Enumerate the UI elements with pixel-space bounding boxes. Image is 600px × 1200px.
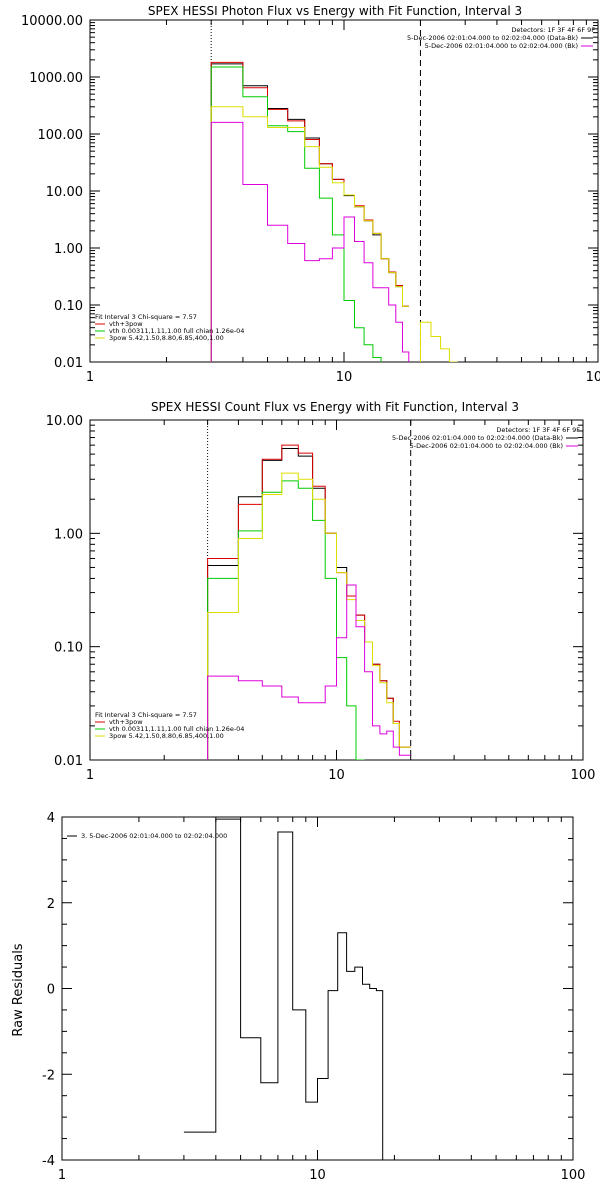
photon-y-tick-label: 10.00 <box>46 185 83 200</box>
count-legend-left-entry: Fit Interval 3 Chi-square = 7.57 <box>95 711 197 719</box>
photon-series-3 <box>210 106 458 362</box>
photon-y-tick-label: 10000.00 <box>21 14 83 29</box>
residual-y-tick-label: 2 <box>47 897 55 912</box>
photon-series-1 <box>210 61 409 362</box>
photon-legend-left-entry: vth 0.00311,1.11,1.00 full chian 1.26e-0… <box>109 327 244 335</box>
count-flux-title: SPEX HESSI Count Flux vs Energy with Fit… <box>151 400 519 414</box>
count-legend-right-entry: 5-Dec-2006 02:01:04.000 to 02:02:04.000 … <box>410 442 563 450</box>
photon-series-2 <box>210 66 382 362</box>
count-series-3 <box>207 472 411 760</box>
photon-legend-left-entry: vth+3pow <box>109 320 143 328</box>
count-legend-left-entry: vth+3pow <box>109 718 143 726</box>
photon-y-tick-label: 100.00 <box>38 128 84 143</box>
photon-legend-left-entry: 3pow 5.42,1.50,8.80,6.85,400,1.00 <box>109 334 224 342</box>
residual-plot-frame <box>61 816 574 1161</box>
count-legend-left-entry: 3pow 5.42,1.50,8.80,6.85,400,1.00 <box>109 732 224 740</box>
residuals-panel: Raw Residuals 1 10 100 4 2 0 -2 -4 3. 5-Dec-2006… <box>11 811 585 1183</box>
photon-x-tick-label: 100 <box>586 370 600 385</box>
count-flux-panel: SPEX HESSI Count Flux vs Energy with Fit… <box>46 400 596 783</box>
residual-x-tick-label: 1 <box>58 1168 66 1183</box>
count-legend-left-entry: vth 0.00311,1.11,1.00 full chian 1.26e-0… <box>109 725 244 733</box>
photon-y-tick-label: 0.10 <box>54 299 83 314</box>
count-x-tick-label: 10 <box>328 768 345 783</box>
photon-legend-right-entry: Detectors: 1F 3F 4F 6F 9F <box>511 26 595 34</box>
count-y-tick-label: 0.01 <box>54 754 83 769</box>
residual-legend-left-entry: 3. 5-Dec-2006 02:01:04.000 to 02:02:04.0… <box>81 832 227 840</box>
residual-series-0 <box>183 818 384 1160</box>
photon-series-0 <box>210 63 409 362</box>
residual-x-tick-label: 10 <box>309 1168 326 1183</box>
photon-x-tick-label: 1 <box>86 370 94 385</box>
photon-legend-right-entry: 5-Dec-2006 02:01:04.000 to 02:02:04.000 … <box>407 34 578 42</box>
count-y-tick-label: 1.00 <box>54 527 83 542</box>
residual-x-tick-label: 100 <box>561 1168 586 1183</box>
photon-legend-left-entry: Fit Interval 3 Chi-square = 7.57 <box>95 313 197 321</box>
count-y-tick-label: 0.10 <box>54 641 83 656</box>
photon-y-tick-label: 0.01 <box>54 356 83 371</box>
photon-flux-panel: SPEX HESSI Photon Flux vs Energy with Fi… <box>21 4 600 385</box>
count-legend-right-entry: 5-Dec-2006 02:01:04.000 to 02:02:04.000 … <box>392 434 563 442</box>
count-x-tick-label: 1 <box>86 768 94 783</box>
photon-series-4 <box>210 121 410 362</box>
count-y-tick-label: 10.00 <box>46 414 83 429</box>
residual-y-tick-label: -4 <box>42 1154 55 1169</box>
count-series-4 <box>207 584 411 760</box>
photon-flux-title: SPEX HESSI Photon Flux vs Energy with Fi… <box>148 4 522 18</box>
count-legend-right-entry: Detectors: 1F 3F 4F 6F 9F <box>496 426 580 434</box>
count-x-tick-label: 100 <box>571 768 596 783</box>
residual-y-tick-label: 4 <box>47 811 55 826</box>
photon-legend-right-entry: 5-Dec-2006 02:01:04.000 to 02:02:04.000 … <box>425 42 578 50</box>
residual-y-tick-label: -2 <box>42 1068 55 1083</box>
photon-x-tick-label: 10 <box>336 370 353 385</box>
photon-y-tick-label: 1.00 <box>54 242 83 257</box>
residual-y-tick-label: 0 <box>47 983 55 998</box>
photon-y-tick-label: 1000.00 <box>29 71 83 86</box>
residuals-y-axis-label: Raw Residuals <box>11 943 26 1036</box>
